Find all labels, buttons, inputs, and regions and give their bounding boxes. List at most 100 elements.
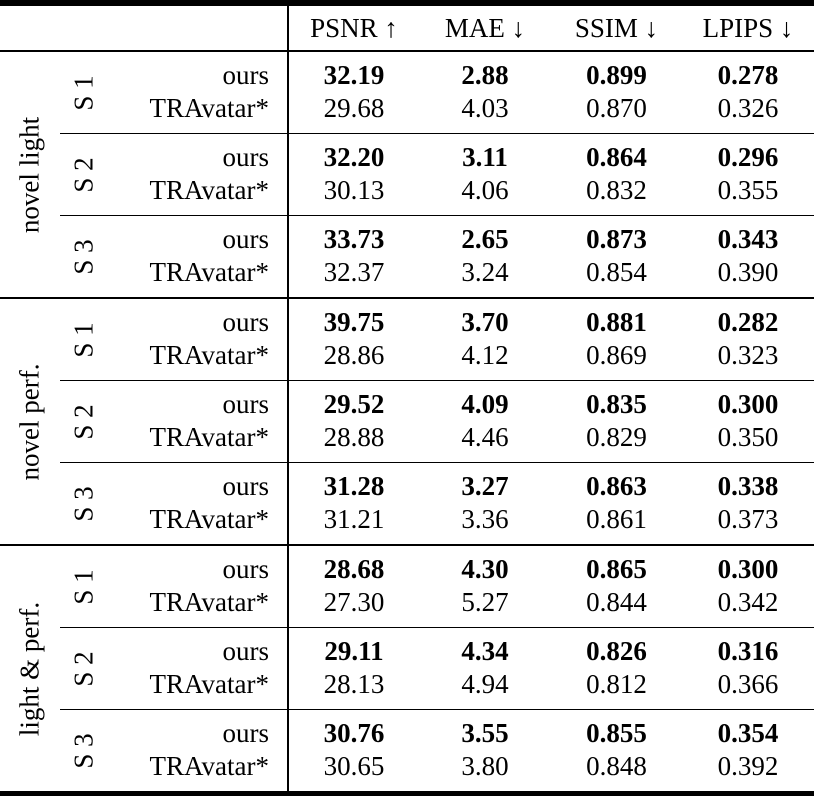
metric-value: 31.28 [288,462,420,503]
metric-value: 0.278 [717,60,779,90]
header-spacer [0,3,290,52]
method-label: TRAvatar* [108,92,290,134]
metric-value: 0.366 [717,669,779,699]
metric-value: 0.832 [586,175,647,205]
metric-value: 0.338 [682,462,814,503]
row-ours: S 3 ours 31.28 3.27 0.863 0.338 [0,462,814,545]
group-label: novel perf. [14,363,45,480]
method-label: ours [108,627,290,668]
metric-value: 0.392 [717,751,779,781]
metric-value: 0.870 [586,93,647,123]
metric-value: 28.88 [323,422,385,452]
method-label: ours [108,51,290,92]
metric-value: 0.300 [682,380,814,421]
metric-value: 30.13 [323,175,385,205]
metric-value: 3.24 [461,257,509,287]
subject-label-cell: S 3 [60,709,108,794]
metric-value: 29.11 [288,627,420,668]
method-label: TRAvatar* [108,668,290,710]
metric-value: 0.844 [586,587,647,617]
row-travatar: TRAvatar* 28.13 4.94 0.812 0.366 [0,668,814,710]
col-header-psnr: PSNR ↑ [288,3,420,52]
subject-label: S 1 [68,568,99,605]
subject-label-cell: S 3 [60,215,108,298]
metric-value: 0.373 [717,504,779,534]
metric-value: 0.864 [551,133,683,174]
subject-label: S 2 [68,650,99,687]
method-label: ours [108,462,290,503]
row-travatar: TRAvatar* 31.21 3.36 0.861 0.373 [0,503,814,545]
metric-value: 0.323 [717,340,779,370]
subject-label-cell: S 2 [60,133,108,216]
metric-value: 0.350 [717,422,779,452]
header-row: PSNR ↑ MAE ↓ SSIM ↓ LPIPS ↓ [0,3,814,52]
group-label-cell: novel light [0,51,60,298]
metric-value: 0.812 [586,669,647,699]
subject-label-cell: S 1 [60,297,108,381]
subject-label: S 3 [68,732,99,769]
metric-value: 28.68 [288,544,420,586]
method-label: ours [108,709,290,750]
metric-value: 0.865 [551,544,683,586]
metric-value: 0.854 [586,257,647,287]
row-travatar: TRAvatar* 30.65 3.80 0.848 0.392 [0,750,814,794]
metric-value: 28.13 [323,669,385,699]
metric-value: 0.881 [551,297,683,339]
metric-value: 0.826 [551,627,683,668]
subject-label-cell: S 1 [60,51,108,134]
metric-value: 3.36 [461,504,509,534]
metric-value: 31.21 [323,504,385,534]
metric-value: 27.30 [323,587,385,617]
metric-value: 4.06 [461,175,509,205]
metric-value: 4.09 [419,380,552,421]
method-label: TRAvatar* [108,421,290,463]
row-ours: S 3 ours 33.73 2.65 0.873 0.343 [0,215,814,298]
metric-value: 0.899 [586,60,647,90]
group-label: light & perf. [14,601,45,736]
row-travatar: TRAvatar* 30.13 4.06 0.832 0.355 [0,174,814,216]
method-label: ours [108,297,290,339]
row-travatar: TRAvatar* 27.30 5.27 0.844 0.342 [0,586,814,628]
row-ours: S 2 ours 29.11 4.34 0.826 0.316 [0,627,814,710]
method-label: ours [108,215,290,256]
metric-value: 33.73 [288,215,420,256]
metric-value: 4.34 [419,627,552,668]
metric-value: 30.65 [323,751,385,781]
metric-value: 4.30 [419,544,552,586]
metric-value: 4.12 [461,340,509,370]
subject-label: S 3 [68,485,99,522]
method-label: TRAvatar* [108,750,290,794]
row-travatar: TRAvatar* 28.88 4.46 0.829 0.350 [0,421,814,463]
col-header-mae: MAE ↓ [419,3,552,52]
subject-label: S 1 [68,321,99,358]
subject-label: S 2 [68,403,99,440]
method-label: ours [108,133,290,174]
metric-value: 32.20 [288,133,420,174]
metric-value: 0.855 [551,709,683,750]
metric-value: 0.863 [551,462,683,503]
metric-value: 0.282 [682,297,814,339]
metric-value: 32.19 [323,60,385,90]
metric-value: 4.03 [461,93,509,123]
metric-value: 0.848 [586,751,647,781]
method-label: TRAvatar* [108,256,290,298]
method-label: TRAvatar* [108,174,290,216]
row-ours: light & perf. S 1 ours 28.68 4.30 0.865 … [0,544,814,794]
subject-label-cell: S 2 [60,627,108,710]
metric-value: 3.27 [419,462,552,503]
metric-value: 0.873 [551,215,683,256]
col-header-lpips: LPIPS ↓ [682,3,814,52]
metric-value: 4.46 [461,422,509,452]
metric-value: 29.52 [288,380,420,421]
row-ours: S 2 ours 29.52 4.09 0.835 0.300 [0,380,814,463]
metric-value: 0.829 [586,422,647,452]
metric-value: 0.355 [717,175,779,205]
row-ours: S 3 ours 30.76 3.55 0.855 0.354 [0,709,814,794]
row-ours: novel perf. S 1 ours 39.75 3.70 0.881 0.… [0,297,814,545]
metric-value: 0.316 [682,627,814,668]
subject-label: S 2 [68,156,99,193]
metric-value: 0.869 [586,340,647,370]
row-travatar: TRAvatar* 28.86 4.12 0.869 0.323 [0,339,814,381]
